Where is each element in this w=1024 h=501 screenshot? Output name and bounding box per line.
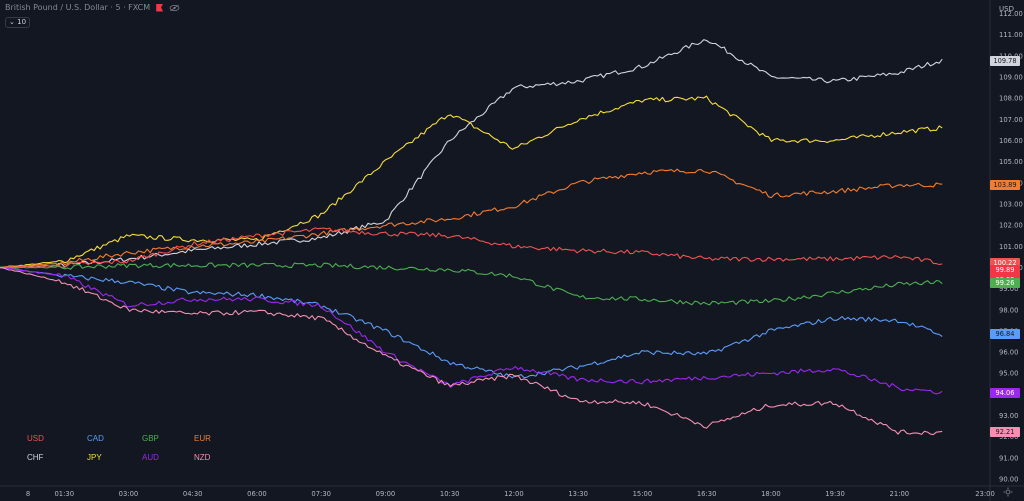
price-axis-panel [990, 0, 1024, 501]
series-line-usd [0, 227, 943, 269]
gear-icon[interactable] [1003, 487, 1013, 497]
y-tick-label: 111.00 [999, 31, 1023, 39]
y-tick-label: 90.00 [999, 476, 1018, 484]
series-line-jpy [0, 95, 943, 269]
price-tag-value: 109.78 [993, 56, 1017, 65]
series-line-cad [0, 267, 943, 379]
price-tag-value: 103.89 [993, 181, 1017, 190]
price-tag-value: 99.89 [995, 265, 1015, 274]
price-tag: 100.22 [990, 257, 1020, 268]
x-tick-label: 21:00 [890, 490, 910, 498]
x-tick-label: 04:30 [183, 490, 203, 498]
interval-toggle[interactable]: ⌄ 10 [5, 17, 31, 28]
chart-header: British Pound / U.S. Dollar · 5 · FXCM [5, 3, 180, 12]
price-tag-value: 96.84 [995, 330, 1015, 339]
x-tick-label: 12:00 [504, 490, 524, 498]
x-tick-label: 10:30 [440, 490, 460, 498]
x-tick-label: 16:30 [697, 490, 717, 498]
price-tag: 96.84 [990, 329, 1020, 340]
x-tick-label: 09:00 [376, 490, 396, 498]
y-tick-label: 99.00 [999, 285, 1018, 293]
price-axis-currency: USD [999, 5, 1014, 13]
x-tick-label: 15:00 [633, 490, 653, 498]
hide-eye-icon[interactable] [169, 4, 180, 12]
x-tick-label: 13:30 [568, 490, 588, 498]
y-tick-label: 102.00 [999, 222, 1023, 230]
series-line-gbp [0, 262, 943, 306]
price-tag: 103.89 [990, 180, 1020, 191]
x-tick-label: 03:00 [119, 490, 139, 498]
interval-label: 10 [17, 18, 27, 26]
y-tick-label: 98.00 [999, 306, 1018, 314]
y-tick-label: 108.00 [999, 95, 1023, 103]
y-tick-label: 109.00 [999, 74, 1023, 82]
price-tag: 94.06 [990, 388, 1020, 399]
series-line-chf [0, 39, 943, 269]
price-tag: 99.26 [990, 278, 1020, 289]
y-tick-label: 106.00 [999, 137, 1023, 145]
y-tick-label: 101.00 [999, 243, 1023, 251]
price-tag: 109.78 [990, 55, 1020, 66]
series-line-nzd [0, 266, 943, 436]
y-tick-label: 93.00 [999, 412, 1018, 420]
series-line-eur [0, 168, 943, 269]
y-tick-label: 96.00 [999, 349, 1018, 357]
market-closed-flag-icon [156, 3, 164, 12]
y-tick-label: 91.00 [999, 454, 1018, 462]
y-tick-label: 92.00 [999, 433, 1018, 441]
x-tick-label: 8 [26, 490, 30, 498]
x-tick-label: 23:00 [975, 490, 995, 498]
x-tick-label: 19:30 [825, 490, 845, 498]
price-tag-value: 99.26 [995, 279, 1015, 288]
x-tick-label: 06:00 [247, 490, 267, 498]
x-tick-label: 01:30 [54, 490, 74, 498]
y-tick-label: 107.00 [999, 116, 1023, 124]
price-tag-value: 92.21 [995, 428, 1015, 437]
y-tick-label: 103.00 [999, 200, 1023, 208]
series-line-aud [0, 266, 943, 395]
y-tick-label: 105.00 [999, 158, 1023, 166]
y-tick-label: 95.00 [999, 370, 1018, 378]
symbol-title[interactable]: British Pound / U.S. Dollar · 5 · FXCM [5, 3, 151, 12]
chevron-down-icon: ⌄ [9, 18, 15, 26]
x-tick-label: 07:30 [311, 490, 331, 498]
y-tick-label: 112.00 [999, 10, 1023, 18]
x-tick-label: 18:00 [761, 490, 781, 498]
price-tag-value: 94.06 [995, 389, 1015, 398]
price-tag-value: 100.22 [993, 258, 1017, 267]
price-tag: 92.21 [990, 427, 1020, 438]
